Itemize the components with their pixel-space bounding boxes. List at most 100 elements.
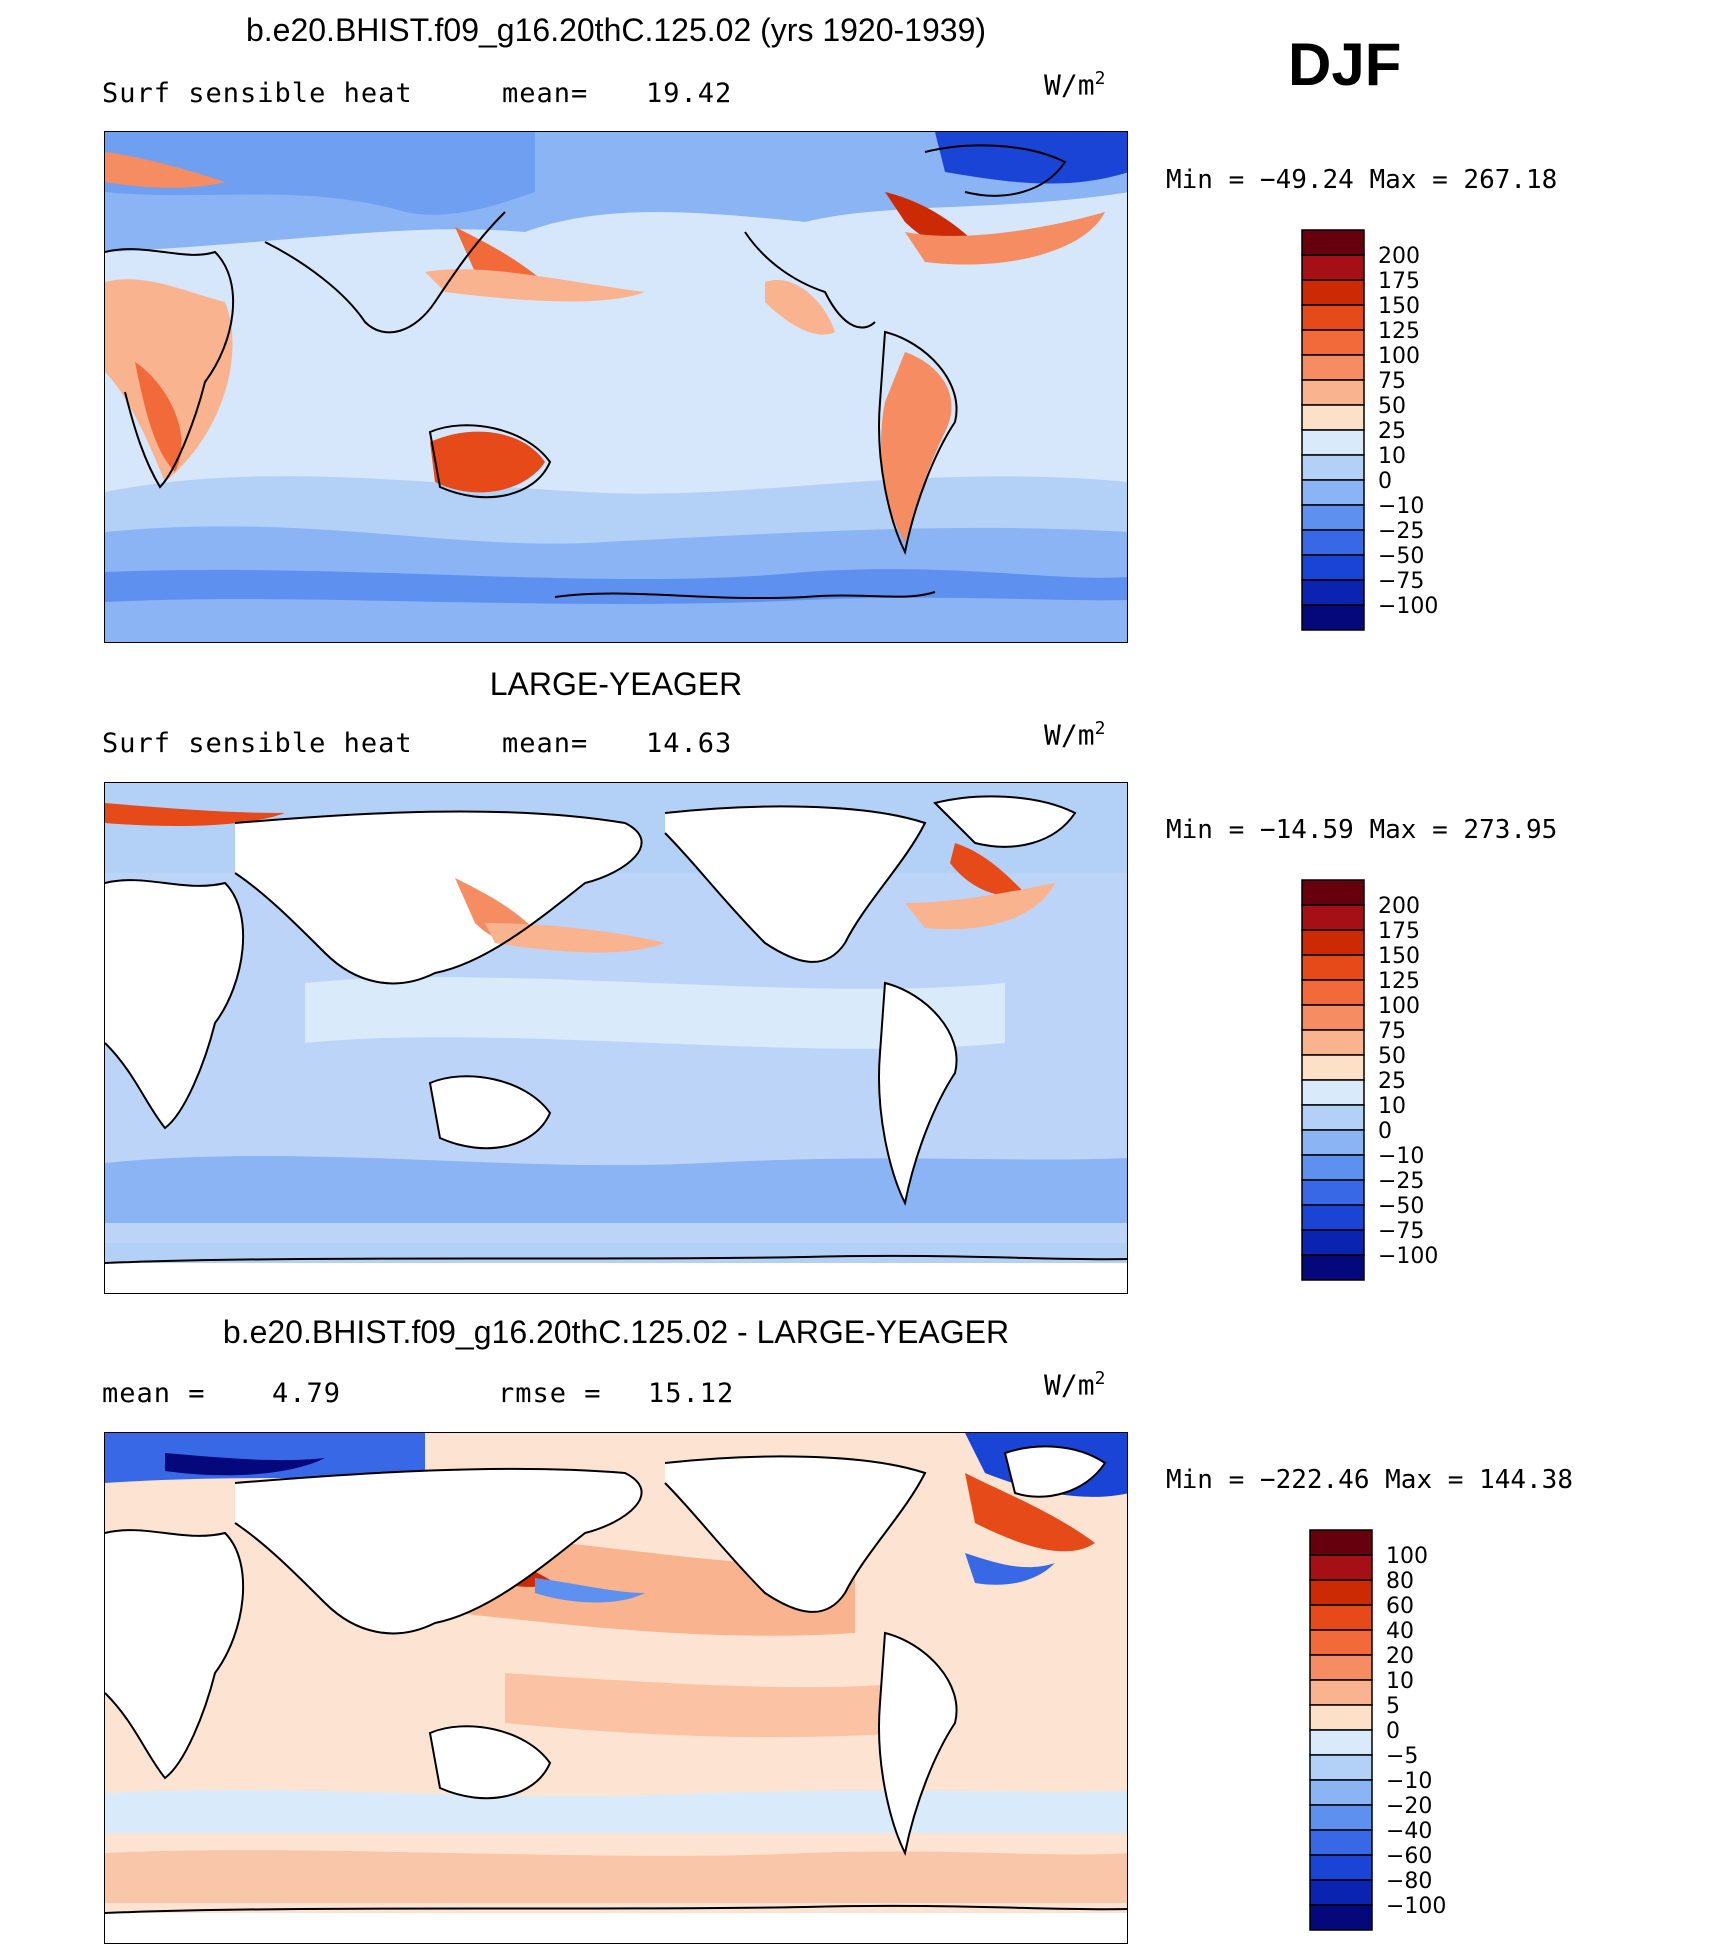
- colorbar-swatch: [1309, 1529, 1373, 1556]
- colorbar-swatch: [1301, 879, 1365, 906]
- colorbar-label: 200: [1378, 894, 1420, 919]
- panel1-mean-value: 19.42: [646, 78, 733, 109]
- panel1-title: b.e20.BHIST.f09_g16.20thC.125.02 (yrs 19…: [245, 12, 987, 48]
- colorbar-swatch: [1309, 1879, 1373, 1906]
- panel2-colorbar-swatches: [1301, 879, 1365, 1281]
- panel1-minmax: Min = −49.24 Max = 267.18: [1166, 165, 1558, 195]
- panel1-variable-label: Surf sensible heat: [102, 78, 413, 109]
- colorbar-swatch: [1301, 929, 1365, 956]
- colorbar-swatch: [1301, 1004, 1365, 1031]
- panel2-title: LARGE-YEAGER: [489, 666, 743, 702]
- panel3-mean-label: mean =: [102, 1378, 206, 1409]
- panel2-colorbar: 200 175 150 125 100 75 50 25 10 0 −10 −25 −50 −75 −100: [1301, 879, 1502, 1285]
- colorbar-swatch: [1301, 279, 1365, 306]
- colorbar-label: −100: [1386, 1894, 1446, 1919]
- panel3-map-svg: [105, 1433, 1127, 1943]
- colorbar-swatch: [1301, 979, 1365, 1006]
- colorbar-swatch: [1301, 1204, 1365, 1231]
- colorbar-label: 50: [1378, 1044, 1406, 1069]
- colorbar-label: 200: [1378, 244, 1420, 269]
- colorbar-label: −75: [1378, 1219, 1424, 1244]
- panel2-map-svg: [105, 783, 1127, 1293]
- colorbar-label: 75: [1378, 369, 1406, 394]
- colorbar-swatch: [1309, 1679, 1373, 1706]
- colorbar-label: −25: [1378, 1169, 1424, 1194]
- panel2-units: W/m2: [1044, 718, 1105, 751]
- colorbar-swatch: [1309, 1604, 1373, 1631]
- colorbar-swatch: [1301, 604, 1365, 631]
- panel3-map: [104, 1432, 1128, 1944]
- colorbar-swatch: [1301, 579, 1365, 606]
- panel2-map: [104, 782, 1128, 1294]
- colorbar-swatch: [1309, 1804, 1373, 1831]
- colorbar-label: 10: [1378, 444, 1406, 469]
- panel1-map: [104, 131, 1128, 643]
- colorbar-label: −100: [1378, 1244, 1438, 1269]
- colorbar-swatch: [1301, 1054, 1365, 1081]
- colorbar-label: 125: [1378, 969, 1420, 994]
- colorbar-swatch: [1301, 404, 1365, 431]
- colorbar-swatch: [1309, 1779, 1373, 1806]
- colorbar-label: 10: [1386, 1669, 1414, 1694]
- colorbar-swatch: [1301, 1229, 1365, 1256]
- colorbar-swatch: [1309, 1579, 1373, 1606]
- units-superscript: 2: [1094, 68, 1106, 89]
- colorbar-label: −20: [1386, 1794, 1432, 1819]
- season-label: DJF: [1288, 31, 1402, 98]
- colorbar-swatch: [1301, 354, 1365, 381]
- colorbar-label: 150: [1378, 294, 1420, 319]
- panel3-rmse-label: rmse =: [498, 1378, 602, 1409]
- colorbar-label: 100: [1386, 1544, 1428, 1569]
- panel1-mean-label: mean=: [502, 78, 589, 109]
- panel1-colorbar-swatches: [1301, 229, 1365, 631]
- units-superscript: 2: [1094, 1368, 1106, 1389]
- colorbar-label: 0: [1378, 1119, 1392, 1144]
- panel1-units: W/m2: [1044, 68, 1105, 101]
- colorbar-label: 150: [1378, 944, 1420, 969]
- colorbar-label: 125: [1378, 319, 1420, 344]
- colorbar-swatch: [1301, 304, 1365, 331]
- panel2-variable-label: Surf sensible heat: [102, 728, 413, 759]
- colorbar-swatch: [1301, 329, 1365, 356]
- panel2-minmax: Min = −14.59 Max = 273.95: [1166, 815, 1558, 845]
- colorbar-swatch: [1301, 479, 1365, 506]
- colorbar-label: 80: [1386, 1569, 1414, 1594]
- colorbar-swatch: [1309, 1654, 1373, 1681]
- panel3-mean-value: 4.79: [272, 1378, 342, 1409]
- units-superscript: 2: [1094, 718, 1106, 739]
- colorbar-label: 60: [1386, 1594, 1414, 1619]
- colorbar-swatch: [1309, 1854, 1373, 1881]
- panel1-map-svg: [105, 132, 1127, 642]
- colorbar-swatch: [1301, 954, 1365, 981]
- colorbar-swatch: [1301, 379, 1365, 406]
- panel3-rmse-value: 15.12: [648, 1378, 735, 1409]
- colorbar-label: 25: [1378, 1069, 1406, 1094]
- colorbar-label: 10: [1378, 1094, 1406, 1119]
- colorbar-swatch: [1309, 1754, 1373, 1781]
- panel1-colorbar: 200 175 150 125 100 75 50 25 10 0 −10 −25 −50 −75 −100: [1301, 229, 1502, 635]
- colorbar-label: 50: [1378, 394, 1406, 419]
- colorbar-label: −60: [1386, 1844, 1432, 1869]
- colorbar-label: 0: [1386, 1719, 1400, 1744]
- panel3-units: W/m2: [1044, 1368, 1105, 1401]
- colorbar-label: −75: [1378, 569, 1424, 594]
- colorbar-label: 5: [1386, 1694, 1400, 1719]
- colorbar-swatch: [1301, 1129, 1365, 1156]
- colorbar-label: −10: [1378, 494, 1424, 519]
- panel2-mean-value: 14.63: [646, 728, 733, 759]
- colorbar-swatch: [1309, 1904, 1373, 1931]
- colorbar-label: 175: [1378, 919, 1420, 944]
- colorbar-swatch: [1309, 1554, 1373, 1581]
- colorbar-swatch: [1301, 1154, 1365, 1181]
- units-text: W/m: [1044, 1368, 1095, 1402]
- colorbar-label: −40: [1386, 1819, 1432, 1844]
- colorbar-swatch: [1301, 454, 1365, 481]
- colorbar-swatch: [1301, 1029, 1365, 1056]
- colorbar-label: 100: [1378, 994, 1420, 1019]
- colorbar-label: −10: [1386, 1769, 1432, 1794]
- colorbar-label: 100: [1378, 344, 1420, 369]
- colorbar-swatch: [1301, 904, 1365, 931]
